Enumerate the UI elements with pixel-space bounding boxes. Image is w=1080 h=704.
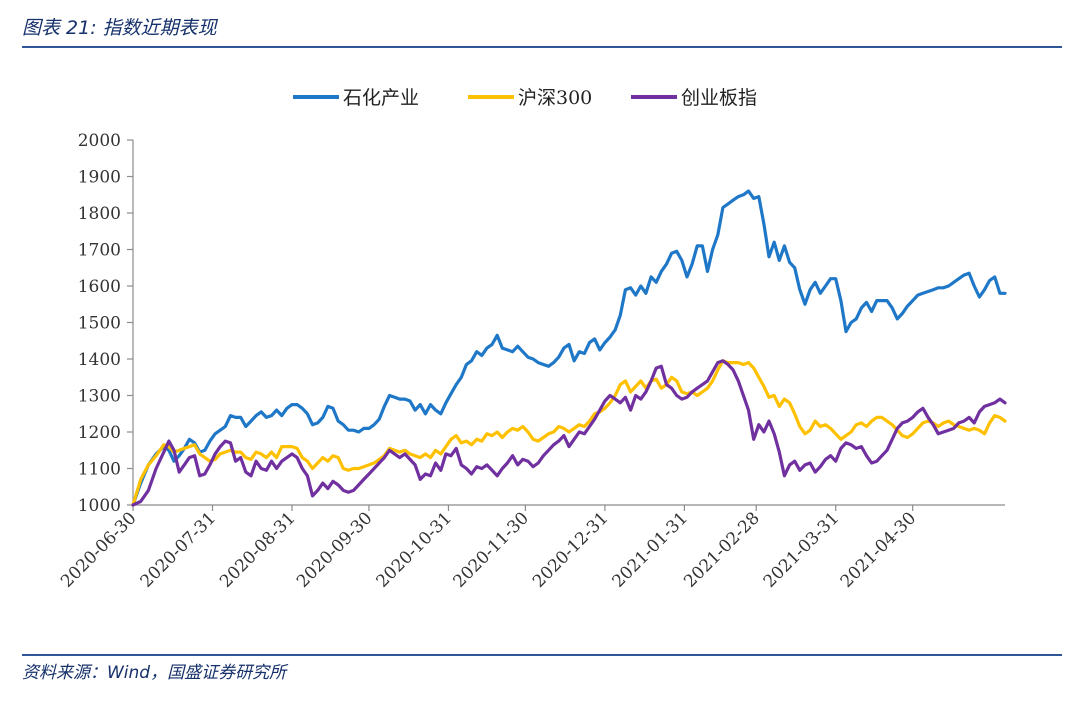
line-chart: 石化产业 沪深300 创业板指 1000 1100 1200 1300 1400 1500 16… [57, 87, 1007, 592]
y-tick-label: 1600 [78, 277, 121, 297]
y-tick-label: 1300 [78, 387, 121, 407]
header-divider [22, 46, 1062, 48]
x-tick-label: 2020-12-31 [529, 508, 612, 591]
legend-label-3: 创业板指 [681, 87, 757, 109]
x-tick-label: 2021-02-28 [680, 508, 763, 591]
y-tick-label: 1900 [78, 168, 121, 188]
x-tick-label: 2020-09-30 [293, 508, 376, 591]
source-note: 资料来源：Wind，国盛证券研究所 [22, 663, 287, 683]
x-tick-label: 2021-03-31 [760, 508, 843, 591]
y-tick-label: 1800 [78, 204, 121, 224]
legend-label-1: 石化产业 [343, 87, 419, 109]
series-layer [131, 189, 1007, 507]
y-tick-label: 2000 [78, 131, 121, 151]
x-tick-label: 2020-06-30 [57, 508, 140, 591]
x-tick-label: 2020-11-30 [449, 508, 532, 591]
x-tick-label: 2021-04-30 [837, 508, 920, 591]
x-tick-label: 2020-08-31 [216, 508, 299, 591]
y-axis: 1000 1100 1200 1300 1400 1500 1600 1700 1800 1900… [78, 131, 134, 516]
series-line-3 [131, 359, 1007, 507]
footer-divider [22, 654, 1062, 656]
y-tick-label: 1000 [78, 496, 121, 516]
y-tick-label: 1200 [78, 423, 121, 443]
legend: 石化产业 沪深300 创业板指 [293, 87, 757, 109]
y-tick-label: 1400 [78, 350, 121, 370]
figure-title: 图表 21: 指数近期表现 [22, 17, 217, 39]
legend-label-2: 沪深300 [518, 87, 592, 109]
x-axis: 2020-06-302020-07-312020-08-312020-09-30… [57, 504, 1005, 592]
series-line-1 [131, 189, 1007, 507]
y-tick-label: 1500 [78, 314, 121, 334]
x-tick-label: 2020-10-31 [373, 508, 456, 591]
y-tick-label: 1100 [78, 460, 121, 480]
x-tick-label: 2021-01-31 [608, 508, 691, 591]
series-line-2 [131, 359, 1007, 507]
y-tick-label: 1700 [78, 241, 121, 261]
x-tick-label: 2020-07-31 [137, 508, 220, 591]
